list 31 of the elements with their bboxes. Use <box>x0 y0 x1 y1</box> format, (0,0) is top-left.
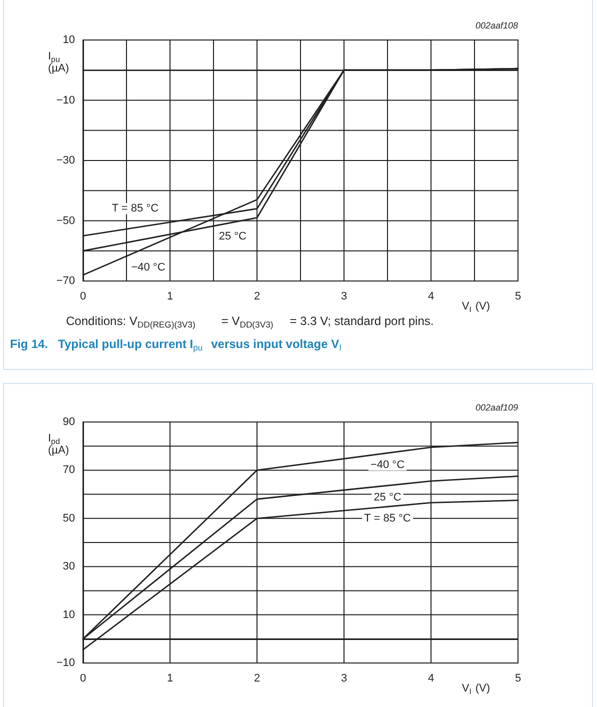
y-tick-label: −10 <box>56 94 75 106</box>
x-tick-label: 2 <box>254 672 260 684</box>
x-tick-label: 4 <box>428 672 434 684</box>
y-tick-label: −50 <box>56 214 75 227</box>
x-tick-label: 3 <box>340 290 348 302</box>
y-tick-label: 30 <box>62 560 75 573</box>
y-tick-label: 90 <box>62 416 75 428</box>
x-tick-label: 0 <box>80 290 86 302</box>
text: 002aaf109 <box>475 402 518 412</box>
x-tick-label: 3 <box>340 672 348 684</box>
series-label: 25 °C <box>374 492 402 504</box>
x-tick-label: 2 <box>254 290 260 302</box>
y-tick-label: −70 <box>56 275 75 287</box>
x-tick-label: 5 <box>514 672 522 684</box>
y-tick-label: 10 <box>62 608 75 621</box>
y-tick-label: 10 <box>62 34 75 46</box>
series-label: −40 °C <box>131 262 166 274</box>
series-label: T = 85 °C <box>112 202 159 215</box>
y-tick-label: −10 <box>56 657 75 669</box>
x-tick-label: 5 <box>514 290 522 302</box>
series-label: T = 85 °C <box>364 512 411 525</box>
x-tick-label: 1 <box>166 290 174 302</box>
x-tick-label: 4 <box>428 290 434 302</box>
y-tick-label: 70 <box>62 464 75 476</box>
x-tick-label: 0 <box>80 672 86 684</box>
x-tick-label: 1 <box>166 672 174 684</box>
series-label: −40 °C <box>370 459 405 472</box>
series-label: 25 °C <box>218 230 247 242</box>
y-tick-label: 50 <box>62 512 75 524</box>
y-tick-label: −30 <box>56 154 75 166</box>
text: 002aaf108 <box>475 20 518 30</box>
